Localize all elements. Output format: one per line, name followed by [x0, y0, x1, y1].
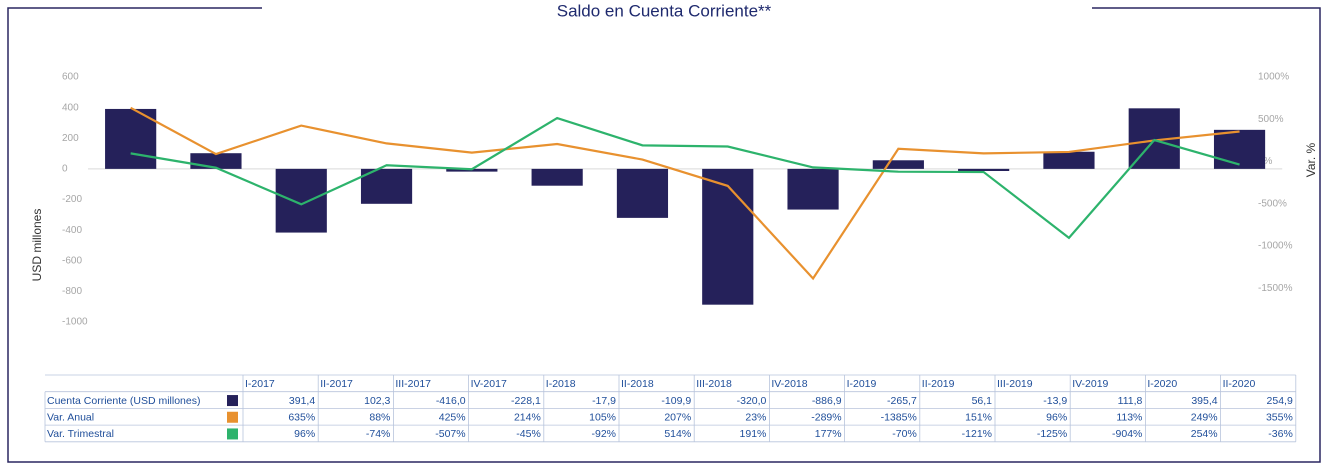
- data-label: 96%: [1046, 412, 1067, 424]
- x-tick-label: III-2019: [997, 378, 1033, 390]
- data-label: -17,9: [592, 395, 616, 407]
- x-tick-label: IV-2017: [471, 378, 507, 390]
- data-label: -45%: [516, 428, 541, 440]
- line: [130, 116, 1240, 240]
- x-tick-label: III-2018: [696, 378, 732, 390]
- line: [130, 106, 1240, 281]
- data-label: -1385%: [881, 412, 917, 424]
- data-label: -320,0: [737, 395, 767, 407]
- data-label: 425%: [439, 412, 466, 424]
- data-label: 113%: [1116, 412, 1142, 424]
- data-label: 635%: [288, 412, 315, 424]
- data-label: 102,3: [364, 395, 390, 407]
- x-tick-label: II-2020: [1223, 378, 1256, 390]
- legend-label: Var. Trimestral: [47, 428, 114, 440]
- data-label: -289%: [811, 412, 841, 424]
- data-label: -904%: [1112, 428, 1142, 440]
- y-tick-label: 0: [62, 164, 68, 175]
- data-label: -109,9: [661, 395, 691, 407]
- legend-swatch: [227, 411, 238, 423]
- bar: [190, 153, 242, 169]
- data-label: -92%: [591, 428, 616, 440]
- data-label: 177%: [815, 428, 842, 440]
- data-label: -36%: [1268, 428, 1293, 440]
- x-tick-label: IV-2019: [1072, 378, 1108, 390]
- data-label: -125%: [1037, 428, 1067, 440]
- y2-tick-label: -1500%: [1258, 283, 1293, 294]
- data-label: 249%: [1191, 412, 1218, 424]
- y2-tick-label: 0%: [1258, 156, 1273, 167]
- data-label: 56,1: [972, 395, 993, 407]
- data-label: 395,4: [1191, 395, 1217, 407]
- x-tick-label: I-2017: [245, 378, 275, 390]
- bar: [275, 168, 327, 233]
- y-axis-title: USD millones: [30, 209, 44, 282]
- bar: [702, 168, 754, 305]
- legend-label: Var. Anual: [47, 412, 94, 424]
- data-label: -228,1: [511, 395, 541, 407]
- legend-label: Cuenta Corriente (USD millones): [47, 395, 200, 407]
- data-label: 88%: [369, 412, 390, 424]
- data-label: 23%: [745, 412, 766, 424]
- data-label: 96%: [294, 428, 315, 440]
- y-tick-label: -600: [62, 255, 82, 266]
- y-tick-label: 600: [62, 72, 79, 83]
- data-label: -121%: [962, 428, 992, 440]
- data-label: -13,9: [1043, 395, 1067, 407]
- data-label: 105%: [589, 412, 616, 424]
- data-label: 254%: [1191, 428, 1218, 440]
- frame: [7, 7, 1321, 463]
- y2-axis-title: Var. %: [1304, 142, 1318, 177]
- x-tick-label: I-2018: [546, 378, 576, 390]
- bar: [872, 160, 924, 169]
- data-label: 514%: [664, 428, 691, 440]
- y2-tick-label: -500%: [1258, 198, 1287, 209]
- y-tick-label: -200: [62, 194, 82, 205]
- data-label: -70%: [892, 428, 917, 440]
- bar: [1043, 151, 1095, 169]
- x-tick-label: I-2019: [847, 378, 877, 390]
- chart-title: Saldo en Cuenta Corriente**: [557, 1, 772, 20]
- y2-tick-label: -1000%: [1258, 241, 1293, 252]
- data-label: -507%: [435, 428, 465, 440]
- x-tick-label: II-2019: [922, 378, 955, 390]
- bar: [531, 168, 583, 186]
- x-tick-label: III-2017: [395, 378, 431, 390]
- bar: [1213, 129, 1266, 169]
- y-tick-label: 400: [62, 102, 79, 113]
- data-label: 111,8: [1118, 395, 1143, 407]
- legend-swatch: [227, 428, 238, 440]
- data-label: 391,4: [289, 395, 315, 407]
- x-tick-label: II-2018: [621, 378, 654, 390]
- bar: [360, 168, 413, 204]
- legend-swatch: [227, 395, 238, 407]
- data-label: -265,7: [887, 395, 917, 407]
- x-tick-label: II-2017: [320, 378, 353, 390]
- data-label: -886,9: [812, 395, 842, 407]
- y-tick-label: -1000: [62, 317, 88, 328]
- x-tick-label: I-2020: [1147, 378, 1177, 390]
- y-tick-label: 200: [62, 133, 79, 144]
- y-tick-label: -800: [62, 286, 82, 297]
- data-label: 207%: [664, 412, 691, 424]
- bar: [616, 168, 669, 218]
- data-label: 191%: [740, 428, 767, 440]
- x-tick-label: IV-2018: [771, 378, 807, 390]
- data-label: 254,9: [1267, 395, 1293, 407]
- data-label: 214%: [514, 412, 541, 424]
- y-tick-label: -400: [62, 225, 82, 236]
- data-label: -74%: [366, 428, 391, 440]
- data-label: -416,0: [436, 395, 466, 407]
- data-label: 151%: [965, 412, 992, 424]
- data-label: 355%: [1266, 412, 1293, 424]
- y2-tick-label: 1000%: [1258, 72, 1289, 83]
- y2-tick-label: 500%: [1258, 114, 1284, 125]
- bar: [787, 168, 839, 210]
- bar: [105, 108, 157, 169]
- bar: [958, 168, 1010, 172]
